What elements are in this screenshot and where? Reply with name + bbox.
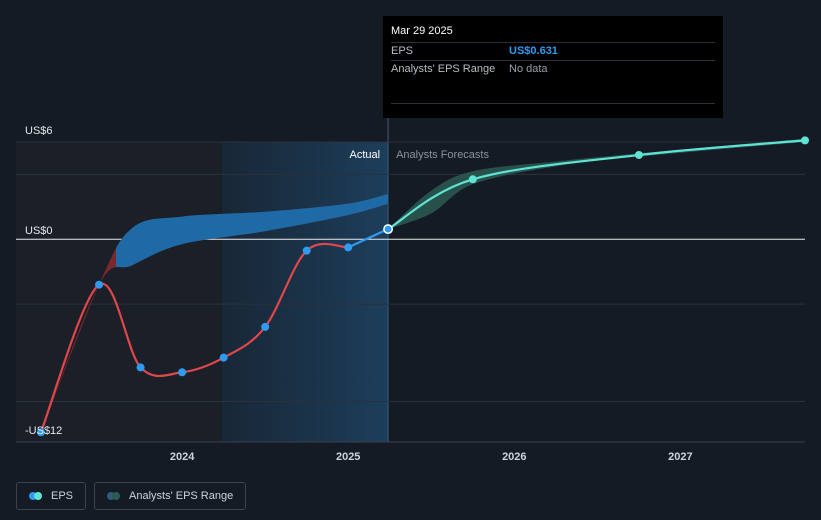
tooltip-range-value: No data — [509, 63, 548, 75]
x-tick-label-2: 2026 — [502, 451, 526, 463]
x-tick-label-1: 2025 — [336, 451, 360, 463]
tooltip: Mar 29 2025 EPS US$0.631 Analysts' EPS R… — [383, 16, 723, 118]
eps-point-2 — [136, 363, 145, 372]
eps-chart: US$6 US$0 -US$12 2024 2025 2026 2027 Actual Anal… — [16, 90, 809, 463]
eps-point-7 — [344, 243, 353, 252]
analyst-range-band-recent — [116, 193, 389, 268]
tooltip-range-label: Analysts' EPS Range — [391, 63, 496, 75]
tooltip-row-range: Analysts' EPS Range No data — [391, 60, 715, 78]
eps-forecast-point-1 — [634, 150, 643, 159]
y-tick-label-2: -US$12 — [25, 425, 62, 437]
tooltip-eps-label: EPS — [391, 45, 414, 57]
eps-point-4 — [219, 353, 228, 362]
analyst-range-band-forecast — [388, 138, 805, 230]
legend: EPS Analysts' EPS Range — [16, 482, 247, 510]
legend-range-button[interactable]: Analysts' EPS Range — [94, 482, 247, 510]
eps-point-1 — [95, 280, 104, 289]
past-year-highlight — [221, 142, 389, 442]
eps-point-5 — [261, 322, 270, 331]
tooltip-row-eps: EPS US$0.631 — [391, 42, 715, 60]
forecast-label: Analysts Forecasts — [396, 149, 489, 161]
range-dots-icon — [107, 492, 121, 500]
x-tick-label-3: 2027 — [668, 451, 692, 463]
tooltip-eps-value: US$0.631 — [509, 45, 558, 57]
eps-line-forecast — [387, 139, 806, 231]
legend-eps-label: EPS — [51, 490, 74, 502]
eps-point-6 — [302, 246, 311, 255]
tooltip-divider — [391, 103, 715, 104]
history-shade — [16, 142, 222, 442]
actual-label: Actual — [349, 149, 380, 161]
eps-dots-icon — [29, 492, 43, 500]
y-tick-label-1: US$0 — [25, 225, 53, 237]
tooltip-date: Mar 29 2025 — [391, 25, 453, 37]
eps-forecast-point-0 — [468, 175, 477, 184]
eps-forecast-point-2 — [801, 136, 809, 145]
legend-eps-button[interactable]: EPS — [16, 482, 87, 510]
x-tick-label-0: 2024 — [170, 451, 195, 463]
y-tick-label-0: US$6 — [25, 125, 53, 137]
eps-line-latest — [347, 228, 389, 249]
eps-point-8 — [383, 224, 394, 235]
eps-point-3 — [178, 368, 187, 377]
eps-point-0 — [36, 428, 45, 437]
legend-range-label: Analysts' EPS Range — [129, 490, 234, 502]
